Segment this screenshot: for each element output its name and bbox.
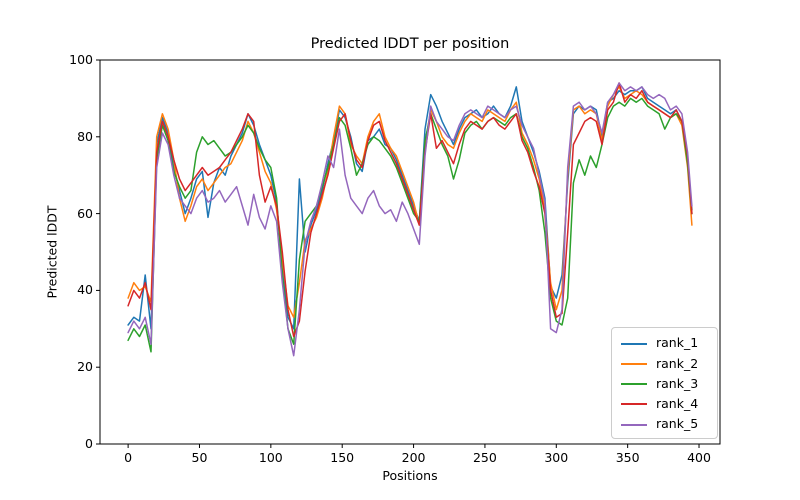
x-tick-label: 0: [124, 450, 133, 465]
legend-item-rank_4: rank_4: [621, 395, 709, 414]
x-tick-label: 150: [330, 450, 355, 465]
series-line-rank_4: [127, 82, 693, 338]
legend-label: rank_3: [656, 375, 699, 391]
x-tick-label: 50: [191, 450, 208, 465]
y-tick-label: 60: [77, 205, 93, 221]
legend-swatch-rank_3: [621, 383, 647, 385]
axes-spines: [99, 59, 721, 445]
legend-label: rank_2: [656, 355, 699, 371]
legend: rank_1 rank_2 rank_3 rank_4 rank_5: [611, 327, 718, 439]
series-line-rank_3: [127, 97, 693, 353]
legend-swatch-rank_1: [621, 342, 647, 345]
x-tick-label: 400: [687, 450, 711, 465]
legend-swatch-rank_2: [621, 362, 647, 365]
x-tick-label: 300: [544, 450, 569, 465]
x-tick-label: 350: [615, 450, 640, 465]
series-line-rank_5: [127, 82, 693, 357]
x-tick-label: 200: [401, 450, 426, 465]
legend-item-rank_3: rank_3: [621, 375, 709, 394]
x-axis-label: Positions: [382, 468, 438, 483]
series-line-rank_1: [127, 86, 693, 330]
y-tick-label: 40: [77, 282, 93, 298]
y-tick-label: 20: [77, 359, 93, 375]
y-tick-label: 80: [77, 128, 93, 144]
legend-label: rank_1: [656, 335, 699, 351]
series-line-rank_2: [127, 86, 693, 319]
legend-item-rank_1: rank_1: [621, 334, 709, 353]
y-tick-label: 100: [69, 52, 93, 67]
x-tick-label: 100: [258, 450, 283, 465]
legend-swatch-rank_5: [621, 423, 647, 426]
legend-item-rank_5: rank_5: [621, 415, 709, 434]
chart-title: Predicted lDDT per position: [310, 36, 510, 52]
legend-item-rank_2: rank_2: [621, 354, 709, 373]
legend-swatch-rank_4: [621, 403, 647, 406]
y-tick-label: 0: [85, 436, 93, 451]
legend-label: rank_4: [656, 396, 699, 411]
x-tick-label: 250: [472, 450, 497, 465]
legend-label: rank_5: [656, 416, 699, 432]
